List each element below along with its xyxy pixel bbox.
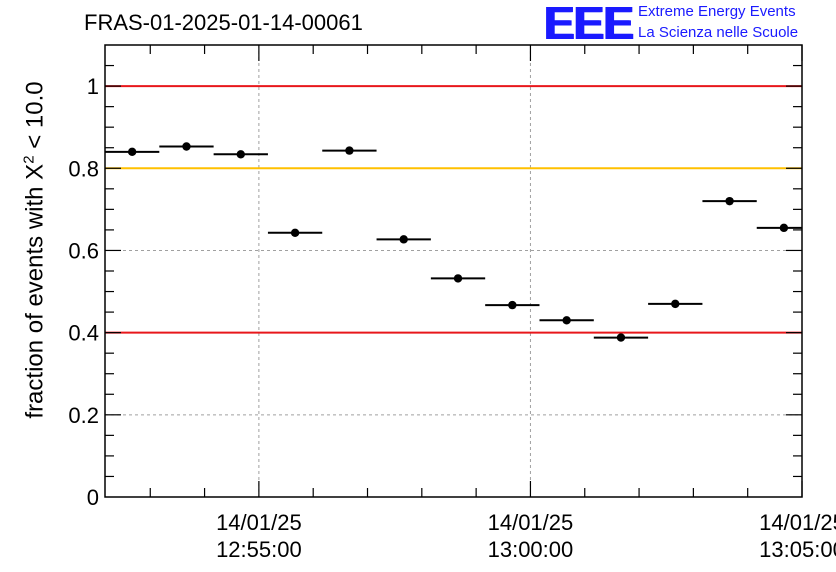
- logo-mark: EEE: [543, 0, 633, 49]
- grid-layer: [105, 45, 803, 497]
- data-point: [779, 223, 789, 233]
- logo-line-2: La Scienza nelle Scuole: [638, 24, 799, 41]
- data-point: [725, 196, 734, 206]
- axes: 00.20.40.60.8114/01/2512:55:0014/01/2513…: [68, 44, 836, 562]
- y-tick-label: 0.4: [68, 321, 99, 346]
- data-point: [236, 150, 245, 159]
- data-point: [508, 300, 517, 310]
- x-tick-time-label: 13:05:00: [759, 537, 836, 562]
- x-tick-date-label: 14/01/25: [488, 510, 574, 535]
- reference-lines: [105, 85, 802, 334]
- eee-logo: EEE Extreme Energy Events La Scienza nel…: [543, 0, 836, 46]
- y-tick-label: 1: [87, 74, 99, 99]
- y-tick-label: 0.6: [68, 238, 99, 263]
- x-tick-date-label: 14/01/25: [216, 510, 302, 535]
- data-point: [127, 147, 137, 157]
- chart-title: FRAS-01-2025-01-14-00061: [84, 10, 363, 35]
- y-tick-label: 0: [87, 485, 99, 510]
- data-points: [105, 142, 802, 342]
- y-tick-label: 0.2: [68, 403, 99, 428]
- data-point: [182, 142, 191, 151]
- x-tick-time-label: 12:55:00: [216, 537, 302, 562]
- data-point: [562, 316, 571, 325]
- data-point: [290, 228, 300, 237]
- data-point: [399, 235, 408, 244]
- data-point: [345, 146, 354, 155]
- y-tick-label: 0.8: [68, 156, 99, 181]
- x-tick-time-label: 13:00:00: [488, 537, 574, 562]
- data-point: [616, 333, 626, 342]
- plot-frame: [104, 44, 803, 498]
- x-tick-date-label: 14/01/25: [759, 510, 836, 535]
- data-point: [671, 299, 680, 309]
- data-point: [453, 274, 463, 283]
- logo-line-1: Extreme Energy Events: [638, 3, 796, 20]
